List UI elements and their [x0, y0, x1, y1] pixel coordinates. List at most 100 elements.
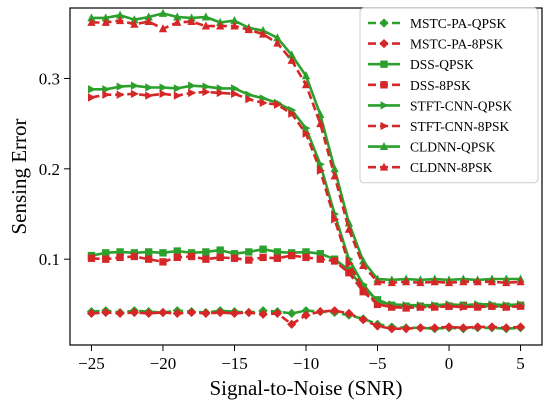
- data-point: [401, 277, 411, 286]
- data-point: [345, 269, 353, 277]
- data-point: [116, 253, 124, 262]
- data-point: [87, 17, 96, 26]
- data-point: [316, 119, 325, 128]
- data-point: [487, 277, 497, 286]
- data-point: [116, 248, 124, 256]
- data-point: [188, 81, 197, 90]
- data-point: [288, 109, 297, 118]
- data-point: [473, 322, 483, 332]
- data-point: [259, 253, 267, 262]
- data-point: [159, 249, 167, 257]
- data-point: [230, 21, 239, 30]
- data-point: [201, 21, 211, 30]
- data-point: [88, 85, 97, 94]
- data-point: [502, 278, 511, 287]
- data-point: [259, 98, 268, 108]
- data-point: [487, 322, 497, 332]
- data-point: [115, 308, 125, 318]
- data-point: [201, 308, 211, 318]
- series-dss-8psk: [87, 251, 525, 312]
- legend-box: [359, 7, 539, 184]
- data-point: [230, 16, 239, 25]
- ticks-layer: −25 −20 −15 −10 −5 0 5 0.1 0.2 0.3: [39, 69, 525, 373]
- x-tick-label: −10: [293, 354, 320, 373]
- data-point: [202, 255, 210, 263]
- data-point: [416, 302, 426, 312]
- data-point: [374, 300, 383, 309]
- legend-label: STFT-CNN-8PSK: [410, 119, 510, 134]
- data-point: [473, 277, 482, 286]
- data-point: [502, 302, 511, 312]
- data-point: [188, 88, 197, 98]
- data-point: [401, 324, 411, 334]
- data-point: [102, 249, 110, 257]
- data-point: [516, 277, 525, 286]
- data-point: [230, 254, 239, 262]
- data-point: [330, 164, 339, 173]
- data-point: [331, 215, 340, 224]
- data-point: [144, 12, 153, 21]
- data-point: [116, 82, 125, 91]
- data-point: [431, 302, 440, 312]
- data-point: [330, 306, 340, 316]
- data-point: [145, 91, 154, 100]
- data-point: [244, 25, 253, 34]
- x-tick-label: 5: [516, 354, 525, 373]
- data-point: [230, 250, 239, 258]
- legend-label: DSS-QPSK: [410, 57, 474, 72]
- data-point: [287, 50, 296, 59]
- data-point: [173, 84, 182, 93]
- data-point: [187, 16, 196, 26]
- data-point: [387, 278, 396, 287]
- legend-label: MSTC-PA-8PSK: [410, 37, 504, 52]
- x-tick-label: −20: [150, 354, 177, 373]
- data-point: [488, 302, 497, 311]
- data-point: [159, 258, 167, 266]
- x-tick-label: −5: [368, 354, 386, 373]
- legend-item: STFT-CNN-QPSK: [368, 98, 513, 113]
- data-point: [115, 10, 125, 19]
- data-point: [272, 308, 282, 318]
- legend-label: CLDNN-8PSK: [410, 160, 493, 175]
- data-point: [288, 251, 296, 260]
- data-point: [302, 129, 311, 138]
- series-stft-cnn-8psk: [88, 87, 526, 312]
- data-point: [158, 24, 168, 33]
- data-point: [388, 302, 397, 312]
- data-point: [101, 13, 110, 22]
- legend-label: CLDNN-QPSK: [410, 140, 496, 155]
- x-tick-label: −15: [221, 354, 248, 373]
- data-point: [173, 247, 181, 255]
- data-point: [402, 302, 411, 312]
- data-point: [202, 82, 211, 91]
- data-point: [315, 306, 325, 317]
- data-point: [301, 80, 311, 89]
- data-point: [459, 302, 468, 312]
- data-point: [145, 83, 154, 92]
- legend: MSTC-PA-QPSK MSTC-PA-8PSK DSS-QPSK DSS-8PSK…: [359, 7, 539, 184]
- data-point: [144, 308, 154, 318]
- x-tick-label: 0: [445, 354, 454, 373]
- legend-item: STFT-CNN-8PSK: [368, 119, 510, 134]
- legend-marker: [380, 101, 389, 110]
- data-point: [201, 12, 211, 21]
- legend-item: CLDNN-8PSK: [368, 160, 493, 175]
- data-point: [216, 253, 224, 262]
- y-tick-label: 0.1: [39, 250, 60, 269]
- data-point: [415, 323, 426, 333]
- data-point: [129, 307, 139, 318]
- data-point: [330, 257, 339, 265]
- x-axis-label: Signal-to-Noise (SNR): [209, 376, 402, 400]
- data-point: [130, 81, 139, 90]
- data-point: [144, 255, 153, 263]
- data-point: [116, 90, 125, 99]
- series-layer: [86, 8, 526, 334]
- data-point: [231, 84, 240, 93]
- data-point: [430, 277, 439, 286]
- data-point: [444, 322, 454, 332]
- data-point: [202, 87, 211, 97]
- data-point: [301, 310, 311, 320]
- data-point: [115, 16, 125, 25]
- legend-item: MSTC-PA-8PSK: [368, 37, 504, 52]
- data-point: [245, 256, 253, 264]
